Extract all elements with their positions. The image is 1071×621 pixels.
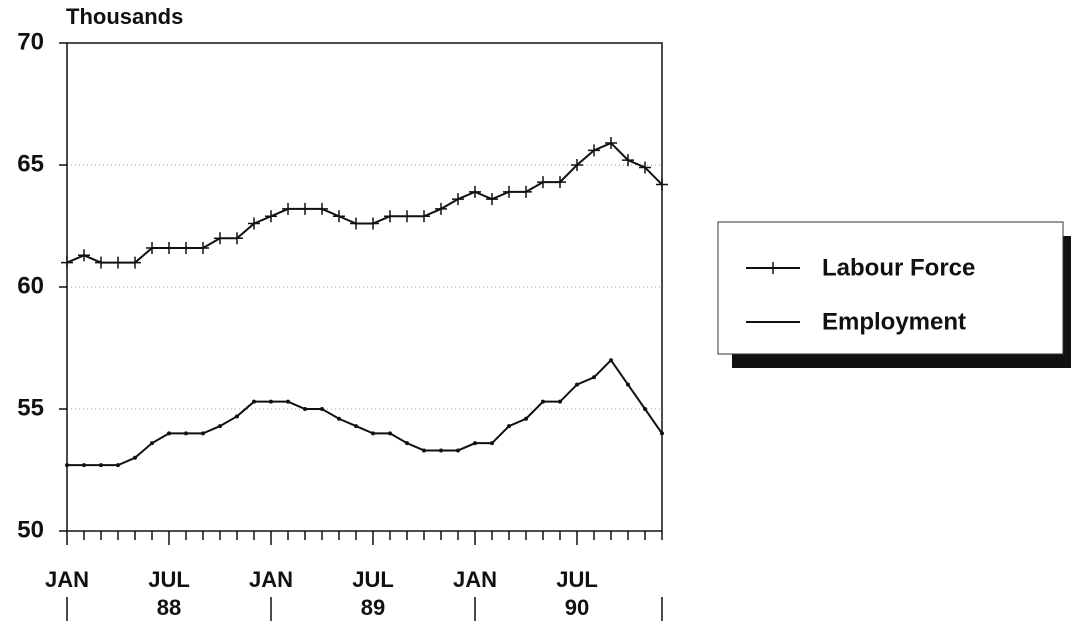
point-marker (61, 256, 73, 269)
y-tick-label: 50 (17, 516, 44, 543)
point-marker (265, 210, 277, 223)
y-tick-label: 65 (17, 150, 44, 177)
point-marker (201, 431, 205, 436)
year-label: 89 (361, 595, 385, 620)
point-marker (656, 178, 668, 191)
point-marker (558, 399, 562, 404)
x-tick-label: JAN (249, 567, 293, 592)
point-marker (218, 424, 222, 429)
x-tick-label: JUL (556, 567, 598, 592)
series-line (67, 358, 663, 467)
y-tick-label: 55 (17, 394, 44, 421)
point-marker (486, 193, 498, 206)
point-marker (554, 176, 566, 189)
point-marker (163, 241, 175, 254)
legend-box (717, 221, 1064, 355)
point-marker (116, 463, 120, 468)
y-tick-label: 70 (17, 28, 44, 55)
point-marker (282, 202, 294, 215)
point-marker (643, 407, 647, 411)
year-label: 90 (565, 595, 589, 620)
point-marker (384, 210, 396, 223)
point-marker (354, 424, 358, 429)
point-marker (231, 232, 243, 245)
point-marker (184, 431, 188, 436)
point-marker (112, 256, 124, 269)
point-marker (167, 431, 171, 436)
point-marker (575, 382, 579, 387)
plot-frame (66, 42, 663, 532)
point-marker (439, 448, 443, 453)
point-marker (503, 185, 515, 198)
point-marker (150, 441, 154, 446)
point-marker (588, 144, 600, 157)
point-marker (660, 431, 664, 436)
x-tick-label: JUL (148, 567, 190, 592)
point-marker (605, 137, 617, 150)
point-marker (490, 441, 494, 446)
point-marker (269, 399, 273, 404)
point-marker (571, 159, 583, 171)
point-marker (350, 217, 362, 230)
point-marker (95, 256, 107, 269)
point-marker (537, 176, 549, 189)
point-marker (541, 399, 545, 404)
point-marker (197, 241, 209, 254)
point-marker (65, 463, 69, 468)
point-marker (469, 185, 481, 198)
point-marker (405, 441, 409, 446)
point-marker (473, 441, 477, 446)
x-tick-label: JUL (352, 567, 394, 592)
point-marker (520, 185, 532, 198)
series-line (66, 141, 663, 264)
point-marker (214, 232, 226, 245)
point-marker (337, 416, 341, 421)
point-marker (592, 375, 596, 380)
point-marker (371, 431, 375, 436)
point-marker (180, 241, 192, 254)
year-label: 88 (157, 595, 181, 620)
y-tick-label: 60 (17, 272, 44, 299)
point-marker (418, 210, 430, 223)
legend-label: Labour Force (822, 254, 975, 281)
point-marker (367, 217, 379, 230)
point-marker (235, 414, 239, 419)
point-marker (99, 463, 103, 468)
point-marker (626, 382, 630, 387)
point-marker (303, 407, 307, 411)
point-marker (435, 202, 447, 215)
point-marker (78, 249, 90, 262)
point-marker (248, 217, 260, 230)
point-marker (299, 202, 311, 215)
point-marker (146, 241, 158, 254)
point-marker (639, 161, 651, 174)
point-marker (133, 455, 137, 460)
point-marker (452, 193, 464, 206)
point-marker (316, 202, 328, 215)
point-marker (129, 256, 141, 269)
point-marker (388, 431, 392, 436)
point-marker (422, 448, 426, 453)
x-tick-label: JAN (45, 567, 89, 592)
point-marker (333, 210, 345, 223)
point-marker (82, 463, 86, 468)
point-marker (252, 399, 256, 404)
x-tick-label: JAN (453, 567, 497, 592)
point-marker (622, 154, 634, 167)
point-marker (286, 399, 290, 404)
point-marker (507, 424, 511, 429)
point-marker (456, 448, 460, 453)
legend-label: Employment (822, 308, 966, 335)
point-marker (524, 416, 528, 421)
point-marker (401, 210, 413, 223)
point-marker (609, 358, 613, 363)
y-axis-label: Thousands (66, 4, 183, 29)
point-marker (320, 407, 324, 411)
